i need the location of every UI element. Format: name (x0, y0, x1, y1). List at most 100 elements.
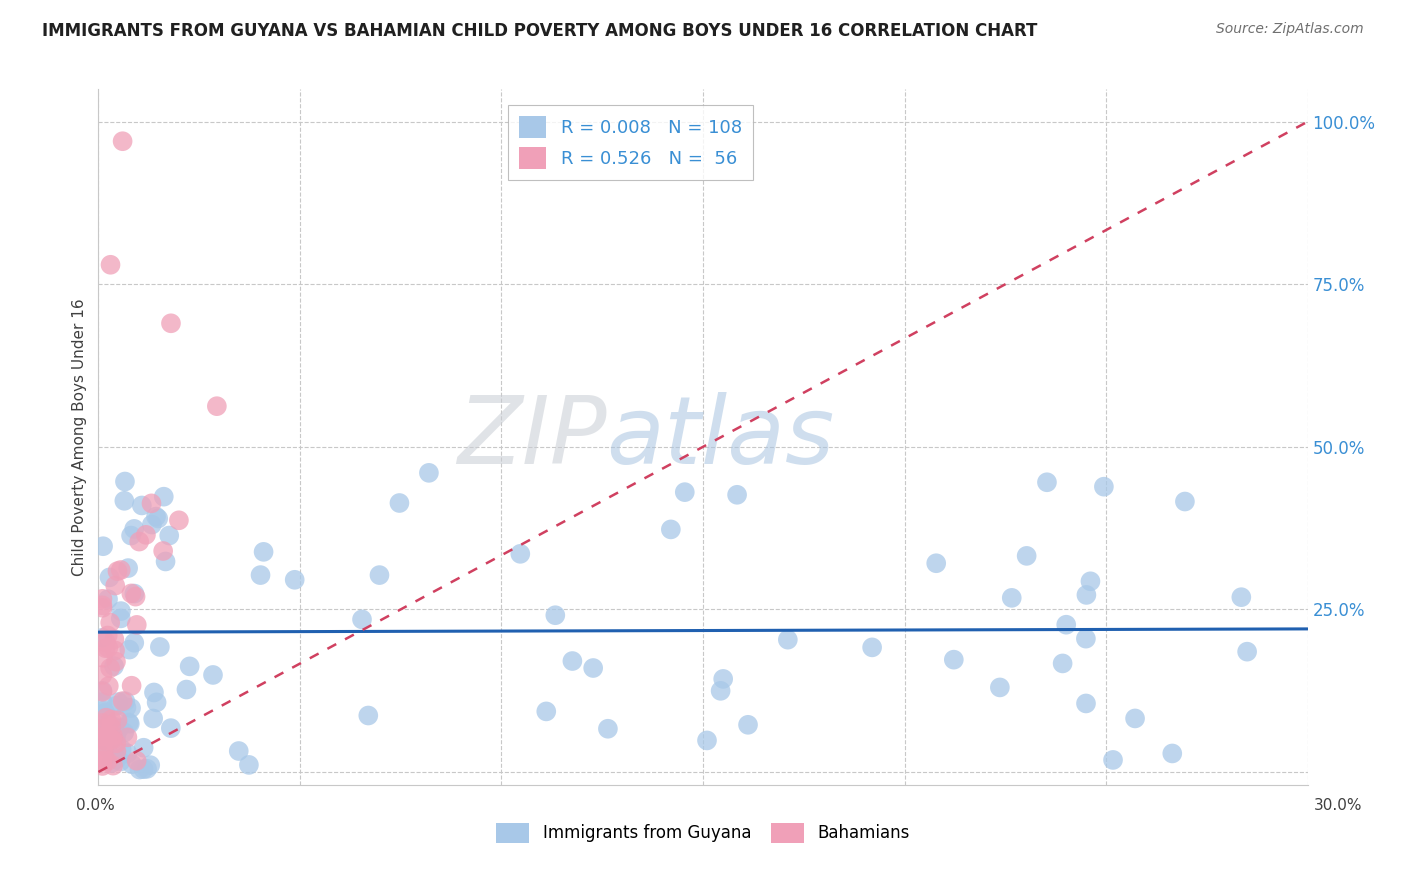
Point (91, 754, 114, 768)
Point (91, 716, 114, 731)
Text: 30.0%: 30.0% (1315, 798, 1362, 813)
Point (139, 758, 162, 772)
Point (117, 731, 139, 745)
Point (111, 742, 134, 756)
Point (710, 683, 733, 698)
Point (201, 668, 224, 682)
Point (91, 731, 114, 745)
Legend: Immigrants from Guyana, Bahamians: Immigrants from Guyana, Bahamians (489, 816, 917, 850)
Point (711, 672, 734, 686)
Point (160, 721, 183, 735)
Point (117, 561, 139, 575)
Point (145, 695, 167, 709)
Y-axis label: Child Poverty Among Boys Under 16: Child Poverty Among Boys Under 16 (72, 298, 87, 576)
Point (249, 568, 271, 582)
Point (97, 640, 120, 655)
Point (91, 718, 114, 732)
Point (98, 615, 121, 630)
Point (544, 608, 567, 623)
Point (91, 753, 114, 767)
Point (105, 744, 128, 758)
Point (93, 746, 115, 760)
Point (176, 682, 198, 697)
Point (93, 733, 115, 747)
Point (96, 715, 118, 730)
Point (925, 556, 948, 570)
Text: ZIP: ZIP (457, 392, 606, 483)
Point (152, 544, 174, 558)
Point (141, 517, 163, 532)
Point (1074, 697, 1097, 711)
Text: Source: ZipAtlas.com: Source: ZipAtlas.com (1216, 22, 1364, 37)
Point (112, 725, 135, 739)
Point (120, 701, 142, 715)
Point (110, 604, 132, 618)
Point (860, 640, 883, 655)
Point (108, 721, 131, 735)
Point (143, 685, 166, 699)
Point (509, 547, 531, 561)
Point (107, 713, 129, 727)
Text: IMMIGRANTS FROM GUYANA VS BAHAMIAN CHILD POVERTY AMONG BOYS UNDER 16 CORRELATION: IMMIGRANTS FROM GUYANA VS BAHAMIAN CHILD… (42, 22, 1038, 40)
Point (368, 568, 391, 582)
Point (252, 545, 274, 559)
Point (100, 258, 122, 272)
Point (1015, 549, 1038, 563)
Point (659, 522, 682, 536)
Point (91, 600, 114, 615)
Point (105, 736, 128, 750)
Point (120, 586, 142, 600)
Point (149, 640, 172, 654)
Point (205, 399, 228, 413)
Point (98, 570, 121, 584)
Point (98, 661, 121, 675)
Point (97, 679, 120, 693)
Point (91, 695, 114, 709)
Point (91, 591, 114, 606)
Point (1080, 574, 1102, 589)
Point (135, 528, 157, 542)
Point (1092, 480, 1115, 494)
Point (118, 715, 141, 730)
Point (103, 632, 125, 647)
Point (388, 496, 411, 510)
Point (91, 631, 114, 645)
Point (1054, 617, 1077, 632)
Point (1036, 475, 1059, 490)
Point (100, 756, 122, 770)
Point (111, 134, 134, 148)
Point (120, 528, 142, 542)
Point (121, 679, 143, 693)
Point (91, 599, 114, 613)
Point (157, 528, 180, 542)
Point (128, 534, 150, 549)
Point (91, 759, 114, 773)
Point (114, 694, 136, 708)
Point (100, 722, 122, 736)
Point (167, 513, 190, 527)
Point (145, 509, 167, 524)
Point (131, 499, 153, 513)
Point (115, 700, 138, 714)
Point (101, 729, 124, 743)
Point (107, 695, 129, 709)
Point (122, 522, 145, 536)
Point (1123, 711, 1146, 725)
Point (96, 741, 118, 756)
Point (97, 628, 120, 642)
Text: 0.0%: 0.0% (76, 798, 115, 813)
Point (1001, 591, 1024, 605)
Point (91, 668, 114, 682)
Point (582, 661, 605, 675)
Point (91, 650, 114, 665)
Point (284, 573, 307, 587)
Text: atlas: atlas (606, 392, 835, 483)
Point (104, 655, 127, 669)
Point (350, 612, 373, 626)
Point (104, 643, 127, 657)
Point (125, 754, 148, 768)
Point (596, 722, 619, 736)
Point (776, 632, 799, 647)
Point (91, 683, 114, 698)
Point (1161, 747, 1184, 761)
